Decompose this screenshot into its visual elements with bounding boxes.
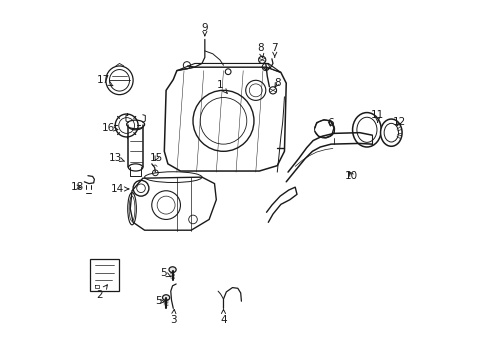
Ellipse shape <box>106 66 133 95</box>
Text: 13: 13 <box>109 153 124 163</box>
Text: 5: 5 <box>160 268 171 278</box>
Text: 6: 6 <box>327 118 334 128</box>
Text: 11: 11 <box>371 110 384 122</box>
Text: 12: 12 <box>392 117 406 127</box>
Text: 1: 1 <box>217 80 227 93</box>
Ellipse shape <box>128 123 143 130</box>
Ellipse shape <box>353 113 381 147</box>
Ellipse shape <box>381 119 402 146</box>
Ellipse shape <box>128 164 143 171</box>
Ellipse shape <box>126 120 145 129</box>
Ellipse shape <box>163 295 170 301</box>
Text: 5: 5 <box>156 296 165 306</box>
Text: 18: 18 <box>71 182 84 192</box>
Text: 7: 7 <box>271 43 278 57</box>
Text: 14: 14 <box>111 184 129 194</box>
Polygon shape <box>164 67 286 171</box>
Text: 2: 2 <box>97 285 107 300</box>
Polygon shape <box>90 259 119 291</box>
Text: 4: 4 <box>220 309 227 325</box>
Polygon shape <box>177 63 281 72</box>
Text: 3: 3 <box>170 309 176 325</box>
Polygon shape <box>130 177 216 230</box>
Text: 17: 17 <box>97 75 113 86</box>
Ellipse shape <box>169 267 176 273</box>
Text: 9: 9 <box>201 23 208 36</box>
Text: 8: 8 <box>274 78 281 88</box>
Text: 16: 16 <box>101 123 118 133</box>
Text: 10: 10 <box>345 171 358 181</box>
Text: 8: 8 <box>257 43 264 58</box>
Text: 15: 15 <box>149 153 163 163</box>
